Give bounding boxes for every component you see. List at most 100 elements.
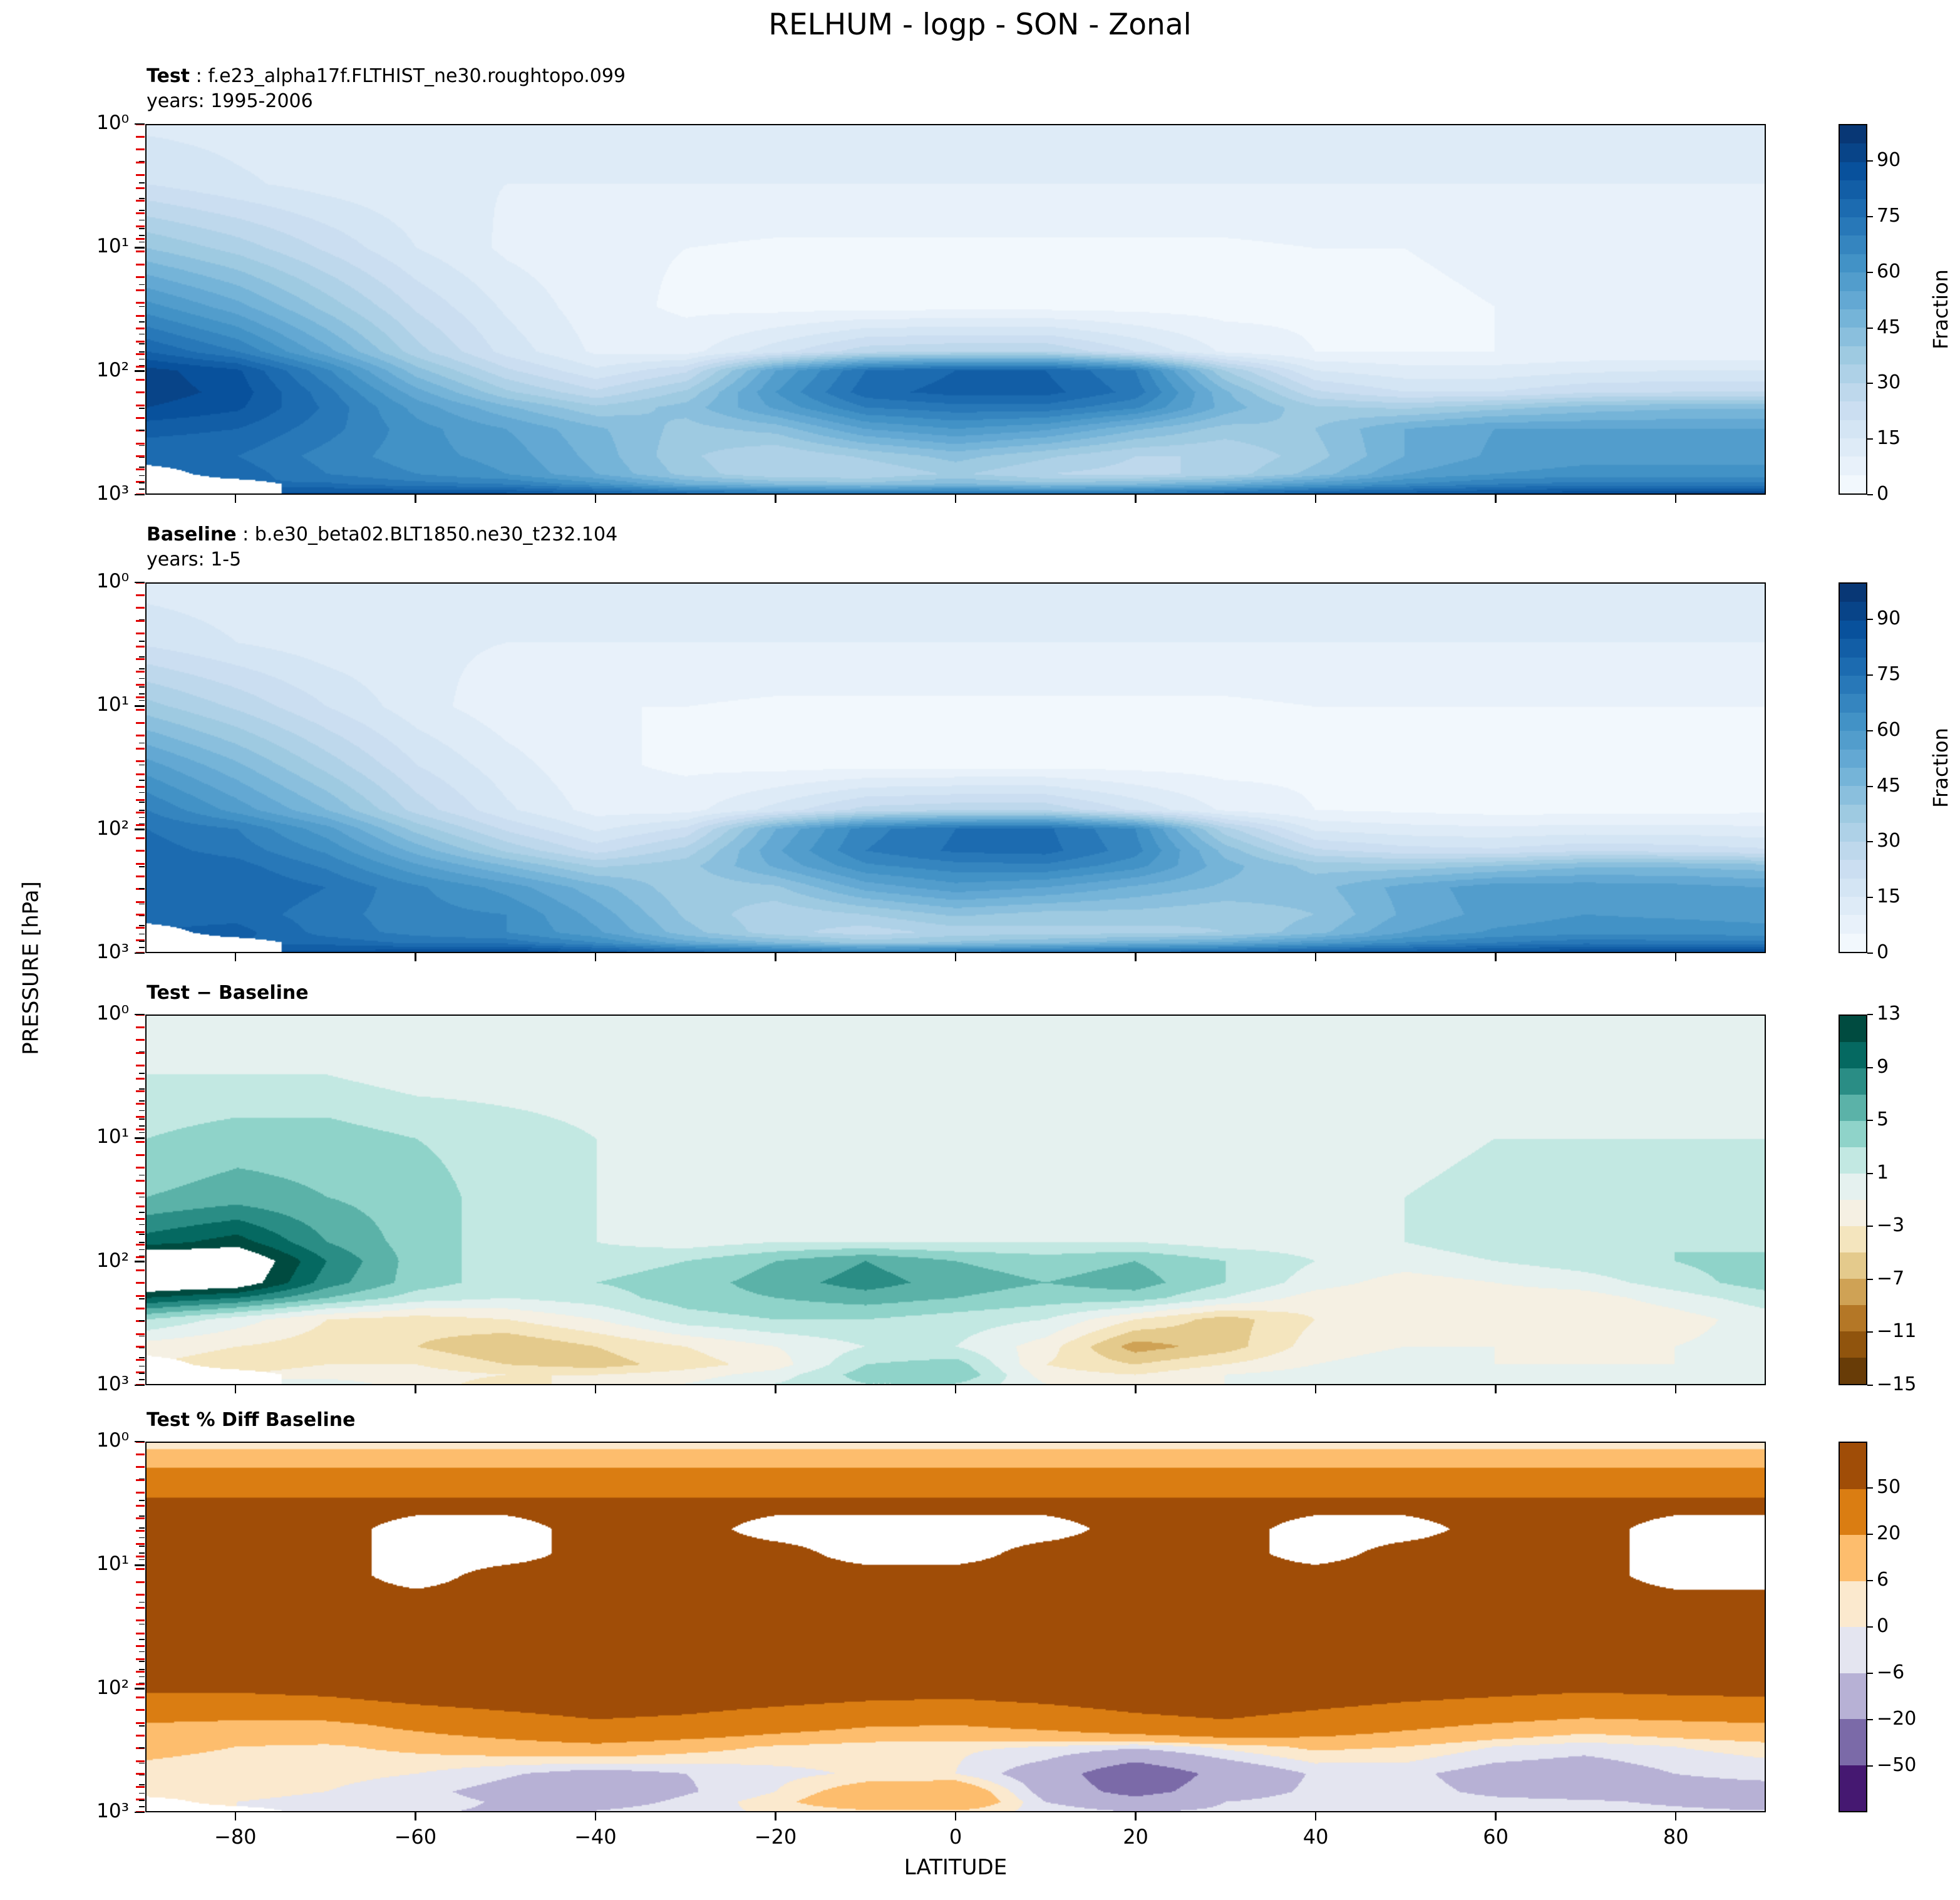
model-level-tick	[136, 1269, 145, 1271]
x-tick	[594, 495, 597, 503]
y-minor-tick	[139, 823, 145, 825]
model-level-tick	[136, 148, 145, 151]
model-level-tick	[136, 1504, 145, 1507]
model-level-tick	[136, 594, 145, 596]
model-level-tick	[136, 1346, 145, 1348]
y-minor-tick	[139, 641, 145, 642]
colorbar-band	[1840, 584, 1866, 602]
colorbar-band	[1840, 254, 1866, 273]
x-tick-label: −20	[754, 1825, 797, 1849]
colorbar-band	[1840, 1042, 1866, 1068]
colorbar-band	[1840, 1252, 1866, 1279]
model-level-tick	[136, 1453, 145, 1455]
y-major-tick	[135, 370, 145, 372]
plot-area-diff	[145, 1015, 1766, 1385]
y-minor-tick	[139, 284, 145, 286]
colorbar-tick	[1867, 1626, 1873, 1628]
colorbar-band	[1840, 272, 1866, 291]
y-tick-label: 10¹	[96, 693, 129, 716]
model-level-tick	[136, 862, 145, 865]
y-minor-tick	[139, 210, 145, 211]
model-level-tick	[136, 1090, 145, 1093]
x-tick	[775, 1385, 776, 1393]
x-tick-label: −80	[214, 1825, 257, 1849]
y-minor-tick	[139, 619, 145, 621]
y-tick-label: 10⁰	[96, 1429, 129, 1452]
colorbar-tick-label: 6	[1877, 1569, 1889, 1591]
y-minor-tick	[139, 1298, 145, 1299]
model-level-tick	[136, 1065, 145, 1067]
y-minor-tick	[139, 1559, 145, 1561]
colorbar-tick	[1867, 1765, 1873, 1767]
model-level-tick	[136, 939, 145, 942]
y-minor-tick	[139, 241, 145, 243]
model-level-tick	[136, 1466, 145, 1469]
model-level-tick	[136, 1542, 145, 1545]
model-level-tick	[136, 1256, 145, 1259]
colorbar-tick-label: 15	[1877, 885, 1901, 908]
colorbar-band	[1840, 860, 1866, 879]
colorbar-tick	[1867, 216, 1873, 217]
y-minor-tick	[139, 1249, 145, 1251]
x-tick	[234, 953, 236, 961]
y-axis-label: PRESSURE [hPa]	[19, 881, 44, 1055]
y-major-tick	[135, 493, 145, 496]
y-tick-label: 10³	[96, 1800, 129, 1822]
colorbar-band	[1840, 401, 1866, 420]
x-tick	[775, 495, 776, 503]
colorbar-tick	[1867, 1066, 1873, 1068]
colorbar-tick	[1867, 1331, 1873, 1333]
colorbar-tick	[1867, 438, 1873, 440]
panel-years-baseline: years: 1-5	[147, 549, 242, 571]
y-minor-tick	[139, 1365, 145, 1367]
colorbar-tick	[1867, 1226, 1873, 1227]
x-tick-label: 60	[1483, 1825, 1509, 1849]
colorbar-tick-label: −20	[1877, 1708, 1917, 1730]
model-level-tick	[136, 1670, 145, 1673]
y-minor-tick	[139, 1651, 145, 1652]
x-tick	[954, 953, 957, 961]
colorbar-tick-label: 0	[1877, 1615, 1889, 1637]
x-tick	[234, 495, 236, 503]
model-level-tick	[136, 1735, 145, 1737]
y-minor-tick	[139, 408, 145, 409]
model-level-tick	[136, 1231, 145, 1233]
model-level-tick	[136, 174, 145, 177]
x-tick	[234, 1812, 236, 1820]
x-tick	[415, 953, 416, 961]
y-minor-tick	[139, 1515, 145, 1517]
model-level-tick	[136, 1128, 145, 1131]
y-minor-tick	[139, 488, 145, 490]
y-minor-tick	[139, 430, 145, 431]
y-tick-label: 10⁰	[96, 570, 129, 592]
y-minor-tick	[139, 1806, 145, 1807]
colorbar-band	[1840, 1226, 1866, 1252]
model-level-tick	[136, 1760, 145, 1762]
colorbar-band	[1840, 639, 1866, 658]
y-minor-tick	[139, 1639, 145, 1640]
colorbar-tick-label: 20	[1877, 1522, 1901, 1544]
y-minor-tick	[139, 321, 145, 323]
colorbar-tick	[1867, 953, 1873, 954]
model-level-tick	[136, 1773, 145, 1775]
x-tick	[1495, 495, 1497, 503]
y-minor-tick	[139, 1800, 145, 1801]
model-level-tick	[136, 1294, 145, 1297]
y-minor-tick	[139, 817, 145, 818]
model-level-tick	[136, 314, 145, 317]
y-minor-tick	[139, 475, 145, 477]
y-minor-tick	[139, 235, 145, 236]
y-minor-tick	[139, 925, 145, 926]
model-level-tick	[136, 1371, 145, 1374]
model-level-tick	[136, 263, 145, 266]
colorbar-band	[1840, 804, 1866, 824]
x-tick	[954, 495, 957, 503]
colorbar-tick	[1867, 1014, 1873, 1015]
y-minor-tick	[139, 810, 145, 811]
y-minor-tick	[139, 1725, 145, 1727]
y-major-tick	[135, 1688, 145, 1690]
y-minor-tick	[139, 700, 145, 701]
model-level-tick	[136, 1320, 145, 1323]
y-minor-tick	[139, 764, 145, 766]
colorbar-pct-diff	[1839, 1442, 1867, 1812]
